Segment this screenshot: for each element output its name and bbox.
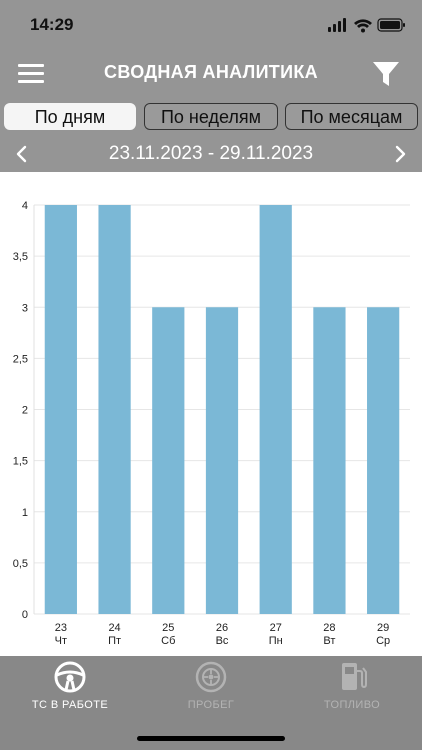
tab-label: ПРОБЕГ	[187, 699, 235, 711]
hamburger-menu-icon	[18, 64, 44, 67]
wifi-icon	[354, 19, 372, 33]
header: 14:29 СВОДНАЯ АНАЛИТИКА По дням По недел…	[0, 0, 422, 172]
home-indicator	[137, 736, 285, 741]
hamburger-line	[18, 80, 44, 83]
chevron-right-icon[interactable]	[390, 144, 410, 164]
x-tick-label: 29	[377, 622, 389, 634]
y-tick-label: 1	[22, 507, 28, 519]
x-tick-label: 25	[162, 622, 174, 634]
y-tick-label: 3	[22, 302, 28, 314]
y-tick-label: 0,5	[13, 558, 28, 570]
status-time: 14:29	[30, 15, 74, 34]
date-range-row: 23.11.2023 - 29.11.2023	[0, 140, 422, 168]
chart-area: 0 0,5 1 1,5 2 2,5 3 3,5 4 23 Чт 24 Пт 25 Сб 26 Вс 27 Пн 28 В…	[0, 172, 422, 656]
bar	[313, 307, 346, 614]
tab-mileage[interactable]: ПРОБЕГ	[141, 656, 281, 716]
steering-wheel-icon	[54, 661, 86, 693]
y-tick-label: 0	[22, 609, 28, 621]
bar	[259, 205, 292, 614]
tab-bar: ТС В РАБОТЕ ПРОБЕГ ТОПЛИВО	[0, 656, 422, 750]
x-weekday-label: Пн	[269, 635, 283, 647]
status-icons	[328, 18, 405, 33]
y-tick-label: 3,5	[13, 251, 28, 263]
segment-by-days[interactable]: По дням	[4, 103, 136, 130]
filter-funnel-icon[interactable]	[372, 60, 400, 88]
tab-label: ТОПЛИВО	[323, 699, 381, 711]
y-tick-label: 2	[22, 405, 28, 417]
bar	[205, 307, 239, 614]
battery-icon	[377, 18, 405, 32]
x-weekday-label: Вт	[323, 635, 335, 647]
y-tick-label: 2,5	[13, 353, 28, 365]
x-weekday-label: Ср	[376, 635, 390, 647]
segment-by-months[interactable]: По месяцам	[285, 103, 418, 130]
bar	[44, 205, 77, 614]
x-weekday-label: Сб	[161, 635, 175, 647]
tab-fuel[interactable]: ТОПЛИВО	[282, 656, 422, 716]
y-tick-label: 4	[22, 200, 28, 212]
y-tick-label: 1,5	[13, 456, 28, 468]
x-weekday-label: Чт	[55, 635, 67, 647]
x-tick-label: 28	[323, 622, 335, 634]
tab-vehicles-in-work[interactable]: ТС В РАБОТЕ	[0, 656, 140, 716]
bar	[98, 205, 131, 614]
tab-label: ТС В РАБОТЕ	[31, 699, 109, 711]
x-tick-label: 24	[108, 622, 120, 634]
x-tick-label: 27	[270, 622, 282, 634]
wheel-tire-icon	[195, 661, 227, 693]
menu-button[interactable]	[18, 64, 44, 84]
signal-icon	[328, 18, 346, 32]
page-title: СВОДНАЯ АНАЛИТИКА	[104, 62, 318, 82]
x-weekday-label: Пт	[108, 635, 121, 647]
segment-by-weeks[interactable]: По неделям	[144, 103, 278, 130]
bar	[367, 307, 400, 614]
chevron-left-icon[interactable]	[12, 144, 32, 164]
date-range-text: 23.11.2023 - 29.11.2023	[108, 143, 314, 164]
hamburger-line	[18, 72, 44, 75]
x-weekday-label: Вс	[216, 635, 229, 647]
x-tick-label: 26	[216, 622, 228, 634]
fuel-pump-icon	[342, 663, 367, 690]
x-tick-label: 23	[55, 622, 67, 634]
bar	[152, 307, 185, 614]
